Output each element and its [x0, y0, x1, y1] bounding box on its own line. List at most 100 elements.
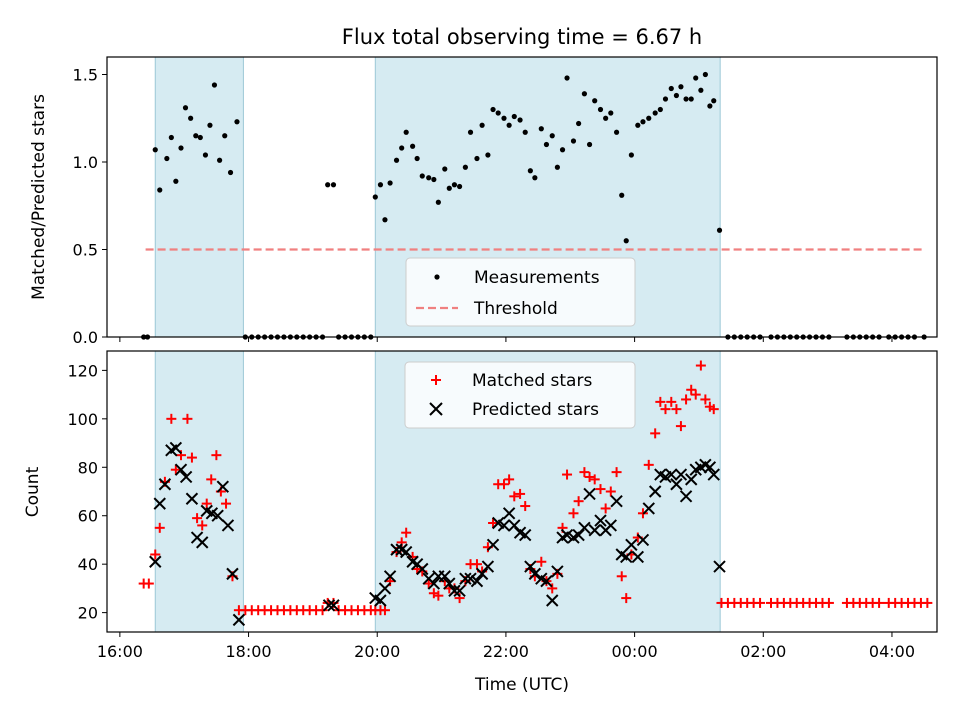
measurement-point — [716, 227, 723, 233]
measurement-point — [673, 92, 680, 99]
measurement-point — [393, 157, 400, 163]
measurement-point — [399, 145, 405, 151]
measurement-point — [157, 187, 163, 193]
matched-star-point — [154, 522, 165, 533]
matched-star-point — [611, 467, 622, 478]
bottom-legend: Matched stars Predicted stars — [404, 361, 636, 429]
measurement-point — [538, 126, 544, 132]
measurement-point — [152, 147, 158, 153]
predicted-star-point — [399, 545, 413, 559]
predicted-star-point — [540, 574, 553, 588]
matched-star-point — [595, 484, 606, 495]
predicted-star-point — [588, 524, 601, 537]
measurement-point — [387, 180, 393, 186]
measurement-point — [178, 145, 184, 151]
measurement-point — [330, 182, 337, 188]
measurement-point — [501, 115, 507, 121]
measurement-point — [462, 164, 468, 170]
predicted-star-point — [459, 572, 472, 585]
measurement-point — [197, 134, 203, 141]
measurement-point — [543, 141, 550, 148]
predicted-star-point — [508, 519, 521, 532]
measurement-point — [554, 164, 560, 170]
measurement-point — [683, 96, 689, 102]
x-tick-label: 18:00 — [225, 642, 271, 661]
predicted-star-point — [481, 560, 495, 573]
measurement-point — [522, 129, 528, 135]
measurement-point — [668, 85, 674, 92]
measurement-point — [435, 199, 441, 205]
matched-star-point — [509, 491, 520, 502]
matched-star-point — [655, 396, 666, 407]
measurement-point — [188, 115, 194, 121]
measurement-point — [693, 75, 699, 81]
predicted-star-point — [625, 538, 638, 552]
x-tick-label: 00:00 — [612, 642, 658, 661]
predicted-star-point — [327, 599, 340, 612]
matched-star-point — [206, 474, 217, 485]
bottom-plot-frame — [106, 350, 938, 633]
measurement-point — [479, 122, 485, 128]
top-y-tick-label: 1.0 — [73, 153, 98, 172]
matched-star-point — [504, 474, 515, 485]
predicted-star-point — [594, 514, 607, 527]
matched-star-point — [660, 404, 671, 415]
x-tick-label: 02:00 — [740, 642, 786, 661]
predicted-star-point — [642, 502, 655, 515]
predicted-star-point — [665, 468, 678, 481]
predicted-star-point — [378, 582, 392, 595]
predicted-star-point — [448, 584, 461, 598]
bottom-legend-box — [404, 361, 636, 429]
matched-star-point — [488, 517, 499, 528]
predicted-star-point — [486, 538, 500, 552]
measurement-point — [377, 182, 384, 188]
top-legend: Measurements Threshold — [405, 257, 636, 327]
measurement-points — [141, 71, 927, 340]
matched-star-point — [568, 508, 579, 519]
predicted-star-point — [374, 594, 387, 607]
predicted-star-point — [416, 562, 429, 576]
top-y-tick-label: 1.5 — [73, 66, 98, 85]
bottom-y-tick-label: 60 — [78, 507, 98, 526]
measurement-point — [325, 182, 331, 188]
measurement-point — [603, 115, 609, 121]
legend-threshold-label: Threshold — [473, 299, 558, 319]
predicted-star-point — [185, 492, 199, 505]
matched-star-point — [823, 597, 834, 608]
measurement-point — [527, 168, 533, 174]
bottom-y-axis-ticks: 20 40 60 80 100 120 — [67, 361, 107, 623]
measurement-point — [564, 75, 570, 81]
measurement-point — [570, 138, 577, 144]
measurement-point — [173, 178, 179, 184]
predicted-star-point — [438, 570, 451, 583]
measurement-point — [207, 122, 213, 128]
bottom-y-axis-label: Count — [23, 466, 43, 517]
measurement-point — [451, 182, 458, 188]
measurement-point — [549, 133, 555, 139]
matched-star-point — [690, 389, 701, 400]
matched-star-point — [401, 527, 412, 538]
x-tick-label: 04:00 — [869, 642, 915, 661]
measurement-point — [532, 175, 538, 181]
matched-star-point — [143, 578, 154, 589]
matched-star-point — [547, 583, 558, 594]
measurement-point — [506, 122, 512, 128]
measurement-point — [168, 134, 174, 141]
measurement-point — [442, 166, 448, 172]
matched-star-point — [671, 404, 682, 415]
legend-predicted-marker — [429, 402, 443, 416]
matched-star-point — [221, 498, 232, 509]
predicted-star-point — [713, 560, 726, 573]
predicted-star-point — [211, 509, 224, 522]
predicted-star-point — [179, 470, 193, 484]
measurement-point — [559, 147, 566, 153]
predicted-star-point — [216, 480, 230, 493]
matched-stars-points — [138, 360, 933, 616]
matched-star-point — [423, 578, 434, 589]
measurement-point — [657, 106, 663, 113]
predicted-star-point — [502, 507, 516, 520]
matched-star-point — [166, 413, 177, 424]
measurement-point — [581, 91, 588, 97]
measurement-point — [662, 96, 669, 102]
matched-star-point — [182, 413, 193, 424]
